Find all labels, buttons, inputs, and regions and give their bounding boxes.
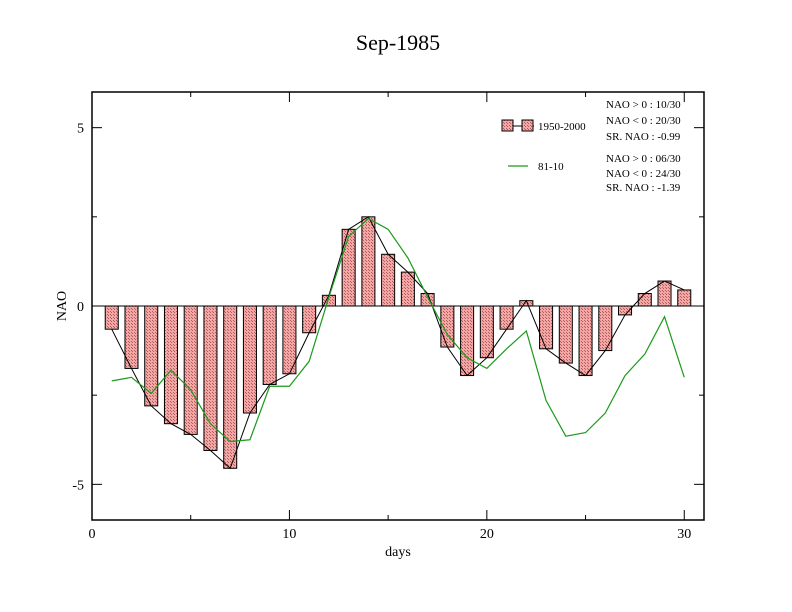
x-axis-label: days (385, 545, 411, 560)
bar (460, 305, 475, 377)
bar (104, 305, 119, 330)
bar (183, 305, 198, 435)
bar (223, 305, 238, 469)
bar (203, 305, 218, 451)
legend: 1950-2000 81-10 (501, 119, 586, 173)
bar (677, 289, 692, 307)
legend-label-1950-2000: 1950-2000 (538, 121, 586, 133)
stat-8110-sr: SR. NAO : -1.39 (606, 182, 681, 194)
line-81-10 (111, 217, 685, 443)
bar (302, 305, 317, 334)
line-series (111, 216, 685, 470)
bar (637, 293, 652, 307)
legend-swatch-1950-2000-b (521, 119, 534, 132)
y-tick-label: 0 (77, 300, 84, 315)
stat-1950-neg: NAO < 0 : 20/30 (606, 115, 681, 127)
stat-8110-neg: NAO < 0 : 24/30 (606, 168, 681, 180)
bar (479, 305, 494, 359)
bar (558, 305, 573, 364)
bar (163, 305, 178, 425)
bar (578, 305, 593, 377)
stat-1950-pos: NAO > 0 : 10/30 (606, 99, 681, 111)
bar (341, 228, 356, 307)
bar (361, 216, 376, 307)
bar (539, 305, 554, 350)
legend-label-81-10: 81-10 (538, 161, 564, 173)
y-tick-label: 5 (77, 122, 84, 137)
bar (420, 293, 435, 307)
bar (381, 253, 396, 307)
line-1950-2000 (111, 216, 685, 470)
stat-1950-sr: SR. NAO : -0.99 (606, 131, 681, 143)
legend-swatch-1950-2000-a (501, 119, 514, 132)
y-tick-label: -5 (72, 478, 84, 493)
x-tick-label: 30 (677, 527, 691, 542)
bar (144, 305, 159, 407)
bar (499, 305, 514, 330)
chart-title: Sep-1985 (356, 30, 440, 55)
bar-series-1950-2000 (104, 216, 692, 469)
y-axis-label: NAO (55, 291, 70, 321)
bar (242, 305, 257, 414)
bar (598, 305, 613, 352)
x-tick-label: 20 (480, 527, 494, 542)
x-tick-label: 10 (282, 527, 296, 542)
bar (657, 280, 672, 307)
stat-8110-pos: NAO > 0 : 06/30 (606, 153, 681, 165)
x-tick-label: 0 (89, 527, 96, 542)
stats-block: NAO > 0 : 10/30 NAO < 0 : 20/30 SR. NAO … (606, 99, 681, 194)
bar (262, 305, 277, 385)
